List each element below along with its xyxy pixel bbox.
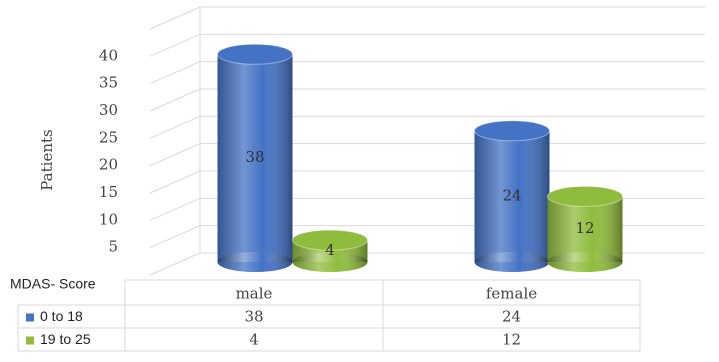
y-tick-label: 25 bbox=[99, 128, 118, 146]
legend-key bbox=[26, 336, 34, 345]
data-label: 24 bbox=[502, 186, 521, 204]
x-tick-label: female bbox=[486, 285, 537, 303]
bar-top bbox=[547, 185, 623, 207]
legend-label: 0 to 18 bbox=[40, 308, 83, 324]
grid-line bbox=[149, 88, 705, 112]
y-tick-label: 20 bbox=[99, 156, 118, 174]
table-value: 12 bbox=[502, 331, 521, 349]
y-tick-label: 5 bbox=[108, 238, 118, 256]
bar-shade bbox=[217, 54, 293, 263]
y-tick-label: 30 bbox=[99, 101, 118, 119]
grid-line bbox=[149, 115, 705, 139]
data-label: 4 bbox=[325, 241, 335, 259]
y-tick-label: 35 bbox=[99, 74, 118, 92]
bar-top bbox=[292, 229, 368, 251]
data-label: 38 bbox=[245, 148, 264, 166]
x-tick-label: male bbox=[236, 285, 273, 303]
legend-key bbox=[26, 313, 34, 322]
table-value: 4 bbox=[249, 331, 259, 349]
legend-label: 19 to 25 bbox=[40, 331, 91, 347]
data-label: 12 bbox=[575, 219, 594, 237]
bar-top bbox=[217, 43, 293, 65]
y-tick-label: 10 bbox=[99, 210, 118, 228]
grid-line bbox=[149, 61, 705, 85]
bar-shade bbox=[547, 196, 623, 262]
table-label: MDAS- Score bbox=[10, 276, 96, 292]
grid-line bbox=[149, 33, 705, 57]
bar-top bbox=[474, 120, 550, 142]
y-axis-title: Patients bbox=[38, 129, 56, 190]
bar-shade bbox=[474, 130, 550, 262]
y-tick-label: 15 bbox=[99, 183, 118, 201]
table-value: 24 bbox=[502, 308, 521, 326]
y-tick-label: 40 bbox=[99, 46, 118, 64]
top-edge bbox=[149, 6, 705, 30]
table-value: 38 bbox=[244, 308, 263, 326]
